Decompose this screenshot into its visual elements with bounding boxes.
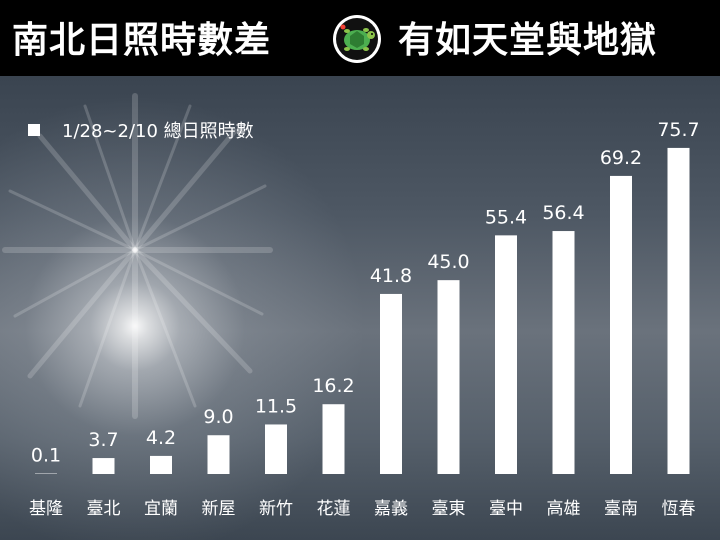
category-label-10: 臺南 [604,499,638,519]
value-label-4: 11.5 [255,395,297,417]
value-label-5: 16.2 [312,375,354,397]
category-label-7: 臺東 [432,499,466,519]
sunlight-background [0,76,720,540]
category-label-4: 新竹 [259,499,293,519]
value-label-2: 4.2 [146,427,176,449]
legend-swatch [28,124,40,136]
turtle-logo-icon [333,15,381,63]
bar-8 [495,235,517,474]
title-banner: 南北日照時數差 有如天堂與地獄 [0,0,720,76]
value-label-0: 0.1 [31,445,61,467]
title-left: 南北日照時數差 [12,20,272,61]
value-label-9: 56.4 [542,202,584,224]
value-label-3: 9.0 [203,406,233,428]
bar-2 [150,455,172,474]
title-right: 有如天堂與地獄 [398,20,658,61]
value-label-1: 3.7 [88,429,118,451]
value-label-8: 55.4 [485,206,527,228]
value-label-6: 41.8 [370,265,412,287]
chart-legend: 1/28~2/10 總日照時數 [28,117,254,143]
category-label-0: 基隆 [29,499,63,519]
category-label-2: 宜蘭 [144,499,178,519]
value-label-10: 69.2 [600,147,642,169]
category-label-1: 臺北 [87,499,121,519]
value-label-7: 45.0 [427,251,469,273]
bar-11 [667,147,690,474]
category-label-8: 臺中 [489,499,523,519]
bar-chart: 0.1 基隆 3.7 臺北 4.2 宜蘭 9.0 新屋 11.5 新竹 16.2 花蓮 41.8 嘉義 45… [29,119,700,519]
value-label-11: 75.7 [657,119,699,141]
bar-6 [380,293,402,474]
category-label-9: 高雄 [547,499,581,519]
category-label-3: 新屋 [202,499,236,519]
category-label-5: 花蓮 [317,499,351,519]
bar-1 [92,458,115,474]
bar-10 [610,175,632,474]
bar-4 [265,424,287,474]
bar-3 [207,435,230,474]
category-label-11: 恆春 [662,499,696,519]
bar-5 [322,404,345,474]
bar-7 [437,280,460,474]
bar-9 [552,231,575,474]
category-label-6: 嘉義 [374,499,408,519]
sun-rays-decoration [2,93,273,419]
legend-label: 1/28~2/10 總日照時數 [62,121,254,142]
